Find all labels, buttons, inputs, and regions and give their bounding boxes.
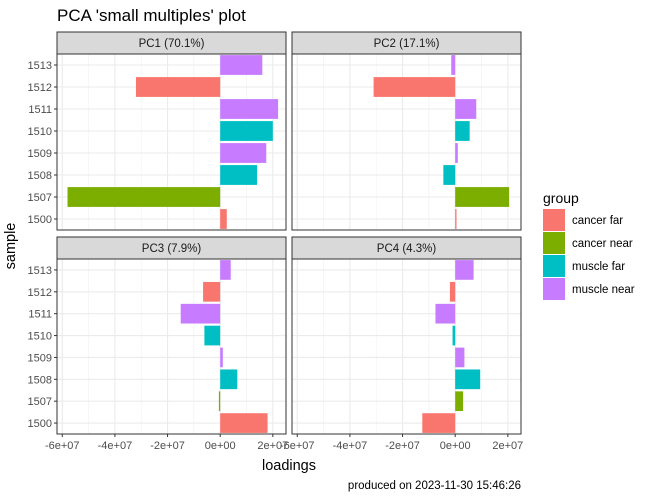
x-tick-label: -2e+07 <box>150 440 185 452</box>
legend-label: cancer far <box>572 215 623 227</box>
y-tick-label: 1511 <box>28 104 52 116</box>
bar <box>220 99 279 119</box>
facet-strip-label: PC2 (17.1%) <box>374 38 440 50</box>
y-tick-label: 1512 <box>28 287 52 299</box>
x-tick-label: 2e+07 <box>257 440 288 452</box>
x-tick-label: 0e+00 <box>440 440 471 452</box>
legend-swatch <box>543 209 565 231</box>
x-tick-label: -6e+07 <box>45 440 80 452</box>
bar <box>455 121 470 141</box>
x-axes: -6e+07 -4e+07 -2e+07 0e+00 2e+07-6e+07 -4e+07… <box>45 434 523 452</box>
bar <box>455 260 474 280</box>
bar <box>455 187 510 207</box>
legend-swatch <box>543 232 565 254</box>
x-axis-label: loadings <box>262 458 316 474</box>
facet-strip-label: PC4 (4.3%) <box>377 243 437 255</box>
bar <box>220 143 267 163</box>
y-tick-label: 1507 <box>28 396 52 408</box>
bar <box>218 391 221 412</box>
x-tick-label: -2e+07 <box>385 440 420 452</box>
bar <box>67 187 221 207</box>
y-tick-label: 1509 <box>28 352 52 364</box>
y-axis-label: sample <box>3 223 19 270</box>
panel-background <box>292 259 521 434</box>
bar <box>451 55 456 75</box>
chart-title: PCA 'small multiples' plot <box>57 6 246 25</box>
legend-label: cancer near <box>572 238 633 250</box>
bar <box>220 413 268 433</box>
caption: produced on 2023-11-30 15:46:26 <box>348 480 521 492</box>
panel-border <box>56 53 287 231</box>
bar <box>373 77 456 97</box>
bar <box>455 99 477 119</box>
panel-border <box>56 258 287 435</box>
y-tick-label: 1500 <box>28 214 52 226</box>
x-tick-label: -4e+07 <box>333 440 368 452</box>
panel-border <box>291 53 522 231</box>
legend-title: group <box>543 190 579 206</box>
y-tick-label: 1510 <box>28 126 52 138</box>
panel-background <box>57 259 286 434</box>
bar <box>220 121 273 141</box>
bar <box>452 325 456 346</box>
y-tick-label: 1508 <box>28 170 52 182</box>
facet-panel: PC1 (70.1%) <box>56 31 287 231</box>
y-tick-label: 1509 <box>28 148 52 160</box>
y-tick-label: 1513 <box>28 265 52 277</box>
legend-swatch <box>543 255 565 277</box>
y-tick-label: 1508 <box>28 374 52 386</box>
bar <box>443 165 456 185</box>
legend-label: muscle near <box>572 284 635 296</box>
bar <box>449 281 456 302</box>
facet-strip-label: PC3 (7.9%) <box>142 243 202 255</box>
y-tick-label: 1507 <box>28 192 52 204</box>
bar <box>203 281 221 302</box>
x-tick-label: -6e+07 <box>280 440 315 452</box>
legend: group cancer far cancer near muscle far musc… <box>543 190 635 300</box>
bar <box>220 165 258 185</box>
x-tick-label: 2e+07 <box>492 440 523 452</box>
facet-panels: PC1 (70.1%) PC2 (17.1%) PC3 (7.9%) PC4 (4.3… <box>56 31 522 435</box>
bar <box>455 347 465 368</box>
facet-panel: PC2 (17.1%) <box>291 31 522 231</box>
x-tick-label: -4e+07 <box>98 440 133 452</box>
bar <box>422 413 456 433</box>
bar <box>220 55 263 75</box>
y-axes: 1513 1512 1511 1510 1509 1508 1507 1500 1513 1512… <box>28 60 57 430</box>
y-tick-label: 1500 <box>28 418 52 430</box>
bar <box>435 303 456 324</box>
bar <box>455 369 481 390</box>
legend-swatch <box>543 278 565 300</box>
bar <box>220 260 231 280</box>
facet-panel: PC3 (7.9%) <box>56 236 287 435</box>
y-tick-label: 1512 <box>28 82 52 94</box>
y-tick-label: 1513 <box>28 60 52 72</box>
bar <box>220 369 238 390</box>
x-tick-label: 0e+00 <box>205 440 236 452</box>
bar <box>220 209 227 229</box>
y-tick-label: 1510 <box>28 331 52 343</box>
bar <box>180 303 221 324</box>
y-tick-label: 1511 <box>28 309 52 321</box>
bar <box>455 391 464 412</box>
bar <box>455 209 457 229</box>
bar <box>220 347 223 368</box>
facet-panel: PC4 (4.3%) <box>291 236 522 435</box>
legend-label: muscle far <box>572 261 625 273</box>
bar <box>135 77 221 97</box>
bar <box>204 325 221 346</box>
bar <box>455 143 458 163</box>
panel-border <box>291 258 522 435</box>
facet-strip-label: PC1 (70.1%) <box>139 38 205 50</box>
